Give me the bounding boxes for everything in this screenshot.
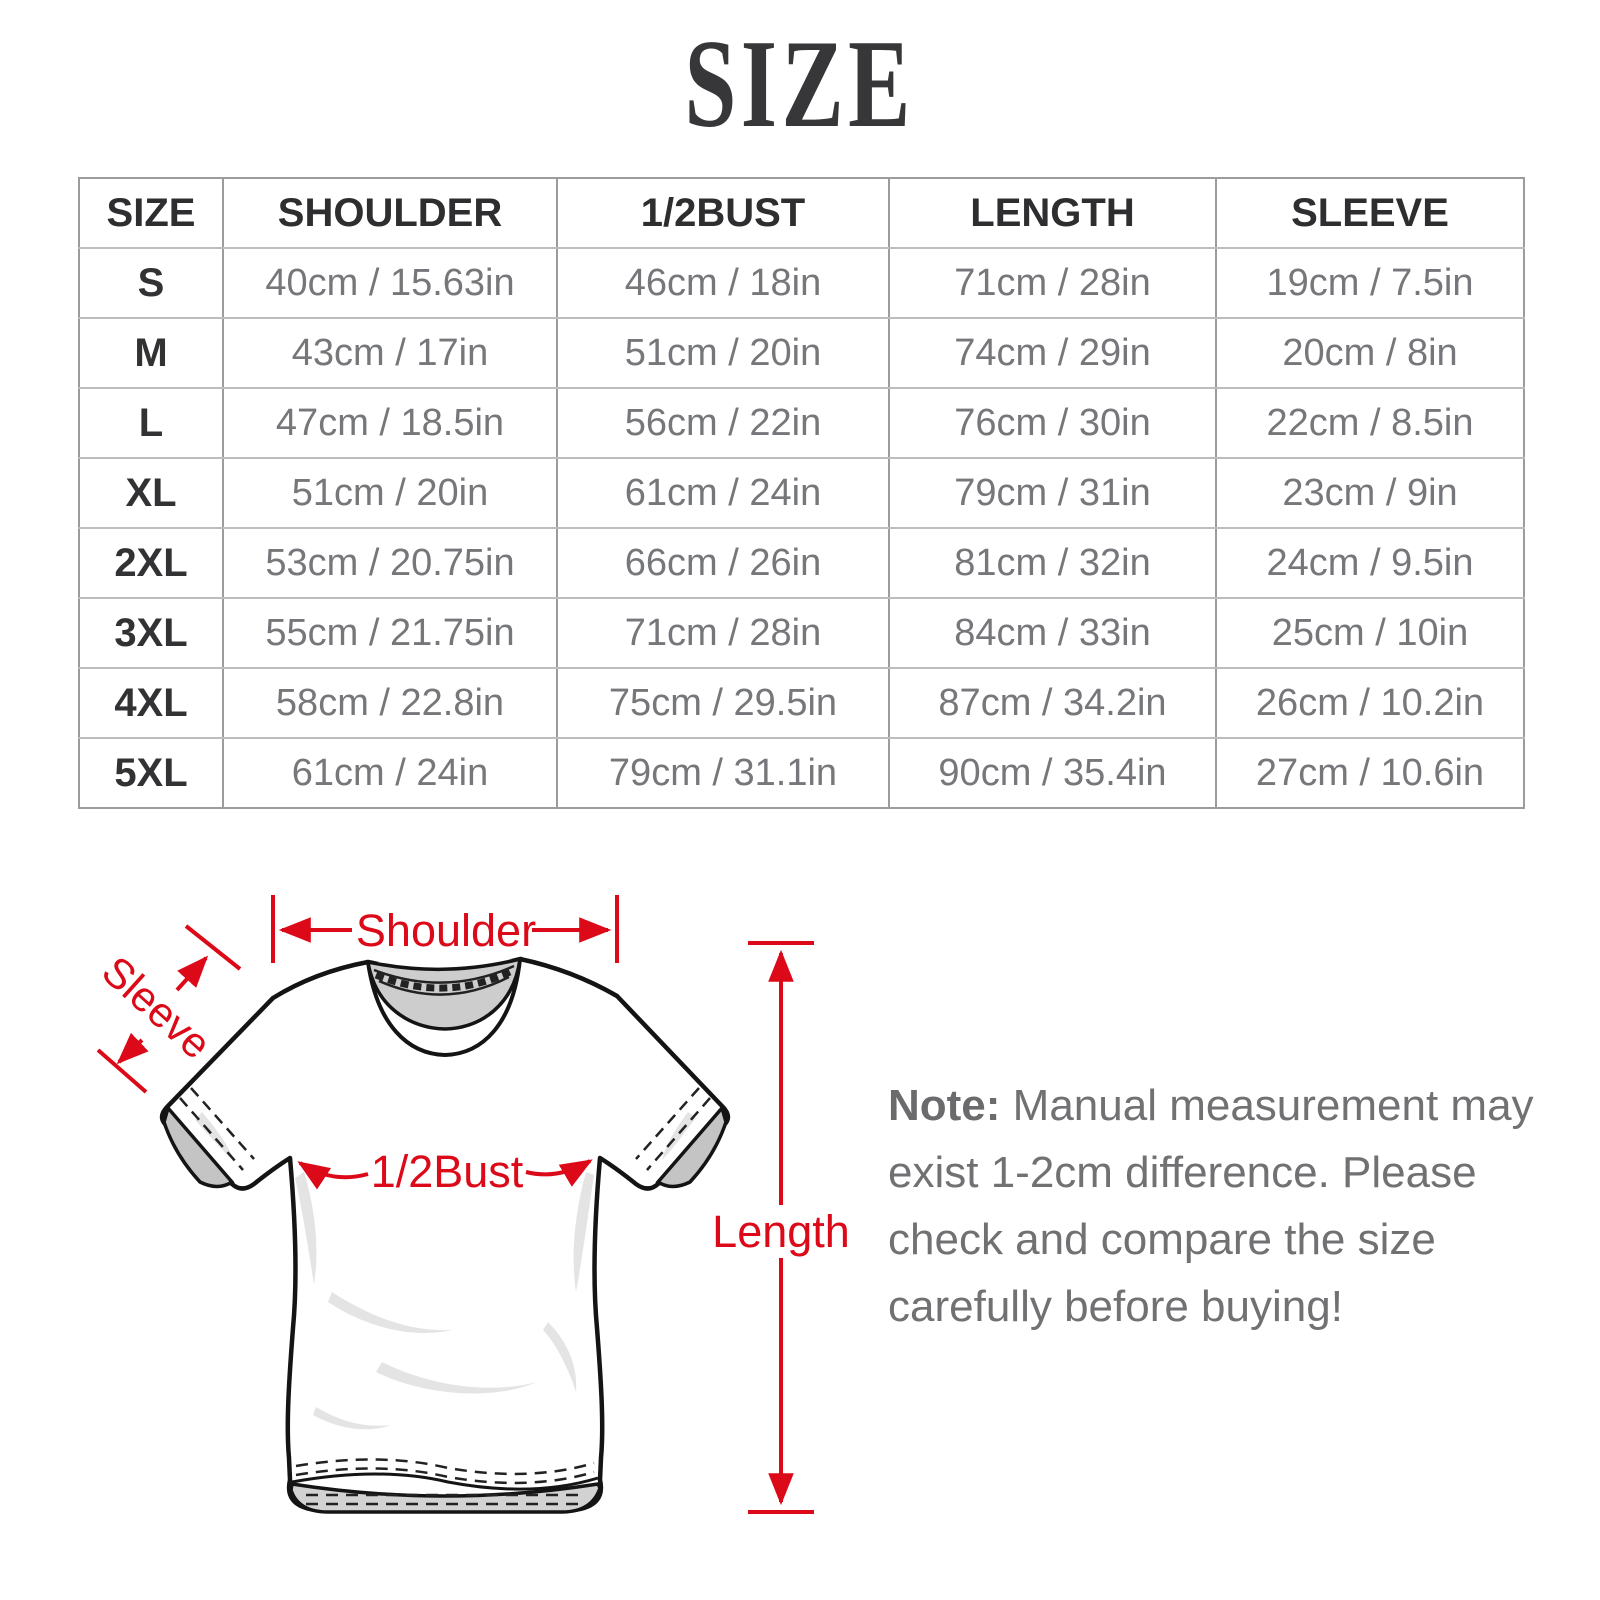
sleeve-cell: 25cm / 10in [1215, 597, 1525, 669]
note-label: Note: [888, 1081, 1001, 1130]
wrinkle-shading [195, 1112, 696, 1430]
left-sleeve-opening [162, 1104, 235, 1189]
shoulder-cell: 53cm / 20.75in [222, 527, 558, 599]
table-row: 2XL 53cm / 20.75in 66cm / 26in 81cm / 32… [78, 527, 1525, 599]
table-row: 4XL 58cm / 22.8in 75cm / 29.5in 87cm / 3… [78, 667, 1525, 739]
shoulder-cell: 55cm / 21.75in [222, 597, 558, 669]
shoulder-cell: 61cm / 24in [222, 737, 558, 809]
sleeve-cell: 22cm / 8.5in [1215, 387, 1525, 459]
bust-cell: 66cm / 26in [556, 527, 890, 599]
shoulder-label: Shoulder [356, 905, 536, 956]
size-cell: M [78, 317, 224, 389]
hem-fold-line [291, 1472, 599, 1491]
shoulder-cell: 47cm / 18.5in [222, 387, 558, 459]
size-cell: S [78, 247, 224, 319]
header-bust: 1/2BUST [556, 177, 890, 249]
length-cell: 71cm / 28in [888, 247, 1217, 319]
page-title-wrap: SIZE [0, 22, 1600, 148]
table-row: S 40cm / 15.63in 46cm / 18in 71cm / 28in… [78, 247, 1525, 319]
table-header-row: SIZE SHOULDER 1/2BUST LENGTH SLEEVE [78, 177, 1525, 249]
bust-cell: 79cm / 31.1in [556, 737, 890, 809]
sleeve-cell: 26cm / 10.2in [1215, 667, 1525, 739]
hem-stitching [295, 1458, 595, 1506]
length-cell: 76cm / 30in [888, 387, 1217, 459]
size-cell: 3XL [78, 597, 224, 669]
table-row: 3XL 55cm / 21.75in 71cm / 28in 84cm / 33… [78, 597, 1525, 669]
shoulder-cell: 58cm / 22.8in [222, 667, 558, 739]
size-cell: 2XL [78, 527, 224, 599]
bust-cell: 71cm / 28in [556, 597, 890, 669]
bust-cell: 56cm / 22in [556, 387, 890, 459]
length-cell: 87cm / 34.2in [888, 667, 1217, 739]
sleeve-cell: 27cm / 10.6in [1215, 737, 1525, 809]
length-cell: 79cm / 31in [888, 457, 1217, 529]
bust-cell: 46cm / 18in [556, 247, 890, 319]
header-sleeve: SLEEVE [1215, 177, 1525, 249]
sleeve-cell: 23cm / 9in [1215, 457, 1525, 529]
length-label: Length [712, 1206, 850, 1257]
shoulder-cell: 40cm / 15.63in [222, 247, 558, 319]
tshirt-drawing [159, 956, 731, 1514]
table-row: M 43cm / 17in 51cm / 20in 74cm / 29in 20… [78, 317, 1525, 389]
length-cell: 90cm / 35.4in [888, 737, 1217, 809]
sleeve-stitching [179, 1087, 711, 1171]
shoulder-cell: 43cm / 17in [222, 317, 558, 389]
collar-stitching [373, 964, 515, 996]
shoulder-measure [271, 895, 619, 963]
length-cell: 81cm / 32in [888, 527, 1217, 599]
bust-label: 1/2Bust [371, 1146, 524, 1197]
bust-cell: 75cm / 29.5in [556, 667, 890, 739]
size-cell: 5XL [78, 737, 224, 809]
length-cell: 84cm / 33in [888, 597, 1217, 669]
tshirt-body-outline [159, 956, 731, 1513]
right-sleeve-opening [655, 1104, 728, 1189]
measurement-annotations [96, 895, 814, 1514]
note-text: Note: Manual measurement may exist 1-2cm… [888, 1072, 1546, 1340]
length-measure [748, 941, 814, 1514]
bust-measure [297, 1159, 593, 1190]
sleeve-cell: 24cm / 9.5in [1215, 527, 1525, 599]
sleeve-measure [96, 924, 242, 1094]
shoulder-cell: 51cm / 20in [222, 457, 558, 529]
size-cell: 4XL [78, 667, 224, 739]
bust-cell: 61cm / 24in [556, 457, 890, 529]
table-row: L 47cm / 18.5in 56cm / 22in 76cm / 30in … [78, 387, 1525, 459]
size-cell: L [78, 387, 224, 459]
note-body: Manual measurement may exist 1-2cm diffe… [888, 1081, 1534, 1331]
size-table: SIZE SHOULDER 1/2BUST LENGTH SLEEVE S 40… [78, 177, 1525, 809]
sleeve-cell: 19cm / 7.5in [1215, 247, 1525, 319]
sleeve-cell: 20cm / 8in [1215, 317, 1525, 389]
table-row: 5XL 61cm / 24in 79cm / 31.1in 90cm / 35.… [78, 737, 1525, 809]
page-title: SIZE [684, 15, 916, 154]
header-size: SIZE [78, 177, 224, 249]
bust-cell: 51cm / 20in [556, 317, 890, 389]
table-row: XL 51cm / 20in 61cm / 24in 79cm / 31in 2… [78, 457, 1525, 529]
size-cell: XL [78, 457, 224, 529]
tshirt-measurement-diagram: Shoulder Sleeve 1/2Bust Length [93, 895, 850, 1514]
header-shoulder: SHOULDER [222, 177, 558, 249]
header-length: LENGTH [888, 177, 1217, 249]
length-cell: 74cm / 29in [888, 317, 1217, 389]
